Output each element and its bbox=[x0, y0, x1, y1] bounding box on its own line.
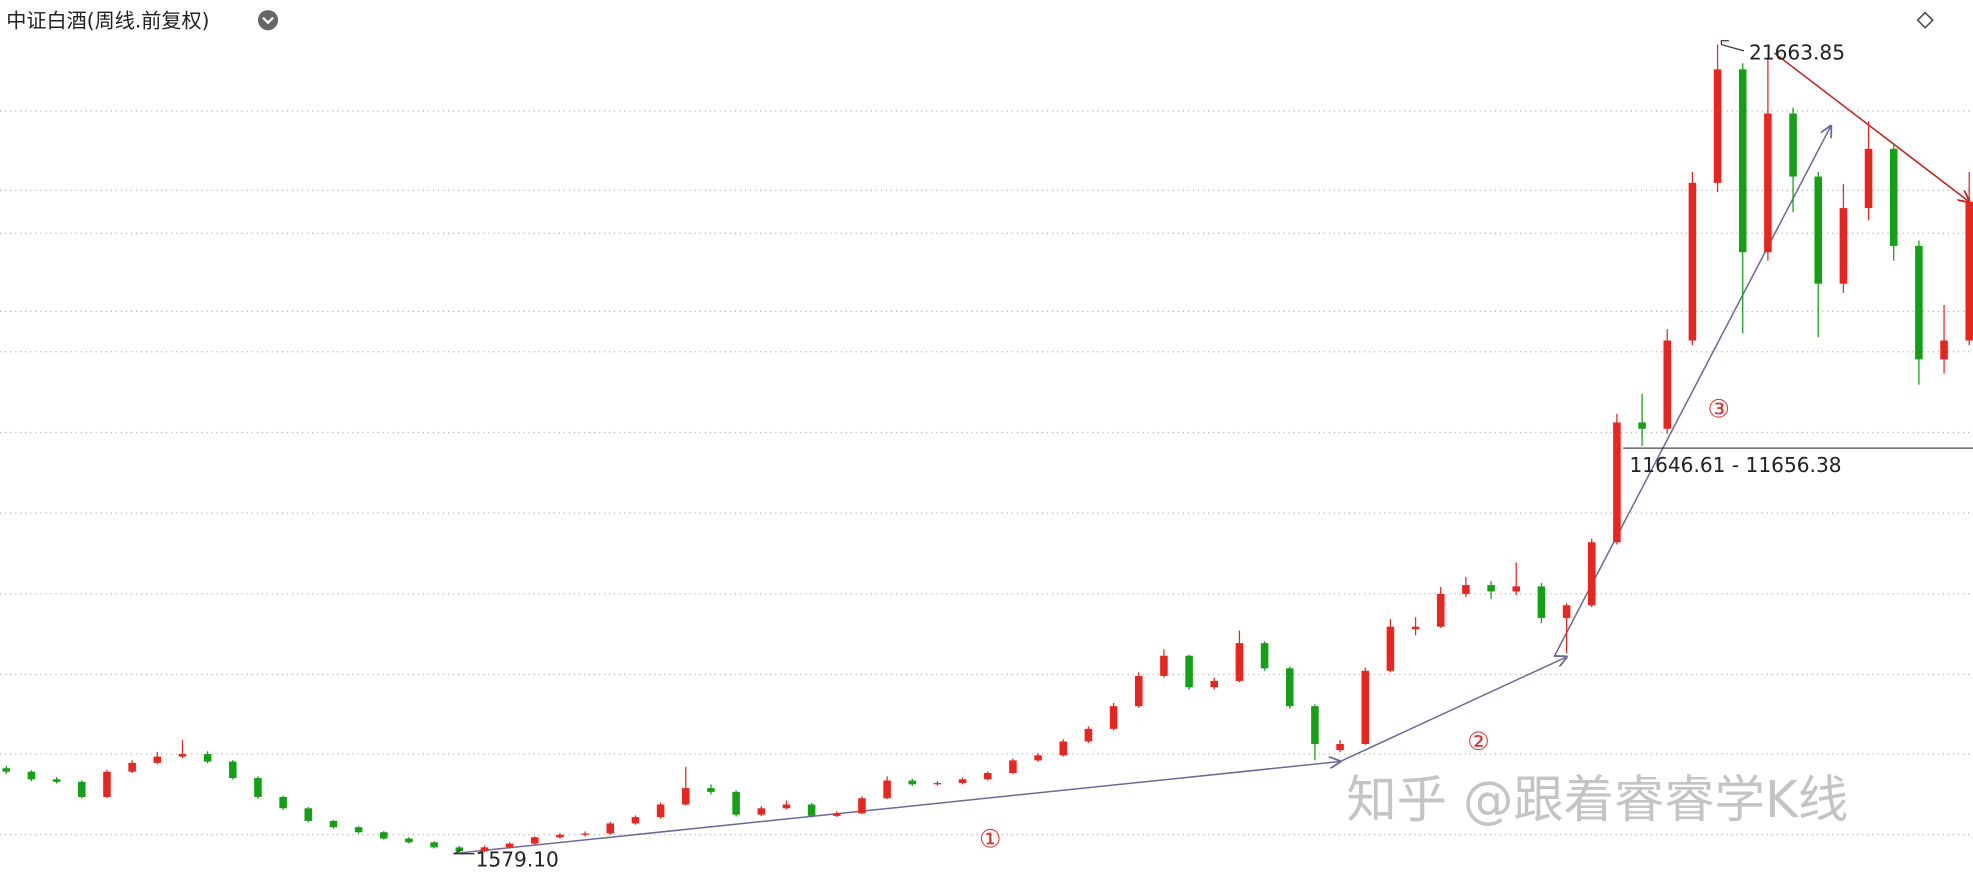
candle-body bbox=[78, 781, 86, 797]
candle-body bbox=[1134, 675, 1143, 707]
candle-body bbox=[1638, 422, 1646, 429]
candle-body bbox=[1235, 643, 1244, 681]
candle-body bbox=[1738, 69, 1747, 253]
candle-body bbox=[103, 771, 111, 797]
candle-body bbox=[1487, 585, 1495, 592]
candle-body bbox=[732, 791, 740, 815]
candle-body bbox=[1764, 113, 1772, 253]
candle-body bbox=[1059, 741, 1068, 756]
candle-body bbox=[1587, 542, 1596, 606]
candle-body bbox=[304, 808, 313, 821]
candle-body bbox=[279, 796, 287, 809]
candle-body bbox=[757, 808, 766, 815]
candle-body bbox=[631, 817, 640, 824]
candle-body bbox=[380, 832, 388, 839]
candle-body bbox=[858, 798, 866, 814]
candles bbox=[2, 44, 1973, 854]
candle-body bbox=[1613, 422, 1621, 543]
candle-body bbox=[1185, 655, 1193, 688]
candle-body bbox=[1562, 605, 1571, 618]
candle-body bbox=[933, 783, 942, 785]
candle-body bbox=[1210, 680, 1219, 688]
candle-body bbox=[354, 827, 363, 833]
candle-body bbox=[27, 771, 36, 780]
candle-body bbox=[128, 762, 136, 772]
candle-body bbox=[1915, 245, 1923, 360]
trend-arrow bbox=[452, 762, 1340, 855]
wave-label: ② bbox=[1467, 727, 1490, 756]
candle-body bbox=[681, 788, 690, 805]
candle-body bbox=[1034, 755, 1042, 761]
candle-body bbox=[1512, 586, 1521, 592]
candle-body bbox=[1688, 182, 1697, 341]
candle-body bbox=[1436, 593, 1445, 627]
candle-body bbox=[1109, 706, 1118, 729]
candle-body bbox=[656, 804, 665, 818]
candle-body bbox=[1940, 340, 1948, 360]
candle-body bbox=[505, 843, 514, 848]
candle-body bbox=[707, 788, 715, 792]
candle-body bbox=[1713, 69, 1722, 183]
candle-body bbox=[203, 754, 212, 762]
candle-body bbox=[1084, 728, 1093, 742]
candle-body bbox=[1814, 176, 1823, 284]
candle-body bbox=[556, 834, 564, 838]
candle-body bbox=[1789, 113, 1797, 177]
peak-flag bbox=[1720, 40, 1745, 52]
menu-button[interactable] bbox=[257, 10, 279, 31]
candle-body bbox=[883, 780, 891, 799]
candle-body bbox=[530, 837, 539, 844]
candle-body bbox=[908, 780, 917, 785]
candle-body bbox=[2, 768, 11, 772]
candle-body bbox=[329, 820, 338, 828]
candle-body bbox=[1009, 760, 1017, 773]
candle-body bbox=[1260, 643, 1269, 669]
low-arrow bbox=[453, 849, 475, 855]
candle-body bbox=[52, 779, 61, 782]
candle-body bbox=[1160, 655, 1168, 676]
candle-body bbox=[1663, 340, 1672, 429]
candle-body bbox=[1965, 201, 1973, 341]
candle-body bbox=[254, 778, 262, 797]
trend-arrow bbox=[1339, 657, 1566, 763]
price-line-label: 11646.61 - 11656.38 bbox=[1629, 453, 1841, 477]
candle-body bbox=[1285, 668, 1294, 707]
candle-body bbox=[430, 842, 438, 848]
candle-body bbox=[480, 847, 489, 852]
candle-body bbox=[1889, 148, 1898, 246]
candle-body bbox=[455, 847, 464, 852]
candle-body bbox=[606, 823, 615, 834]
candle-body bbox=[229, 761, 237, 779]
candle-body bbox=[1864, 148, 1873, 209]
candle-body bbox=[1386, 626, 1395, 671]
candle-body bbox=[1336, 743, 1344, 751]
candle-body bbox=[1839, 208, 1848, 284]
wave-label: ① bbox=[979, 824, 1002, 853]
chart-title: 中证白酒(周线.前复权) bbox=[6, 9, 209, 33]
candle-body bbox=[958, 779, 967, 784]
candle-body bbox=[782, 804, 791, 809]
candle-body bbox=[807, 804, 816, 816]
watermark: 知乎 @跟着睿睿学K线 bbox=[1346, 770, 1848, 829]
grid bbox=[0, 110, 1973, 836]
candle-body bbox=[405, 838, 413, 843]
wave-label: ③ bbox=[1708, 394, 1731, 423]
candle-body bbox=[1537, 586, 1546, 618]
candle-body bbox=[153, 756, 162, 763]
trend-arrow bbox=[1553, 126, 1831, 658]
candle-body bbox=[1411, 626, 1420, 630]
candle-body bbox=[832, 813, 841, 816]
diamond-icon[interactable] bbox=[1916, 11, 1934, 29]
candle-body bbox=[1311, 706, 1319, 744]
candle-body bbox=[1462, 585, 1470, 594]
low-label: 1579.10 bbox=[476, 847, 559, 871]
candle-body bbox=[178, 754, 187, 757]
trend-arrow bbox=[1773, 52, 1969, 202]
candle-body bbox=[581, 833, 589, 835]
peak-label: 21663.85 bbox=[1749, 41, 1845, 65]
candle-body bbox=[1361, 670, 1370, 744]
candle-body bbox=[983, 772, 992, 780]
